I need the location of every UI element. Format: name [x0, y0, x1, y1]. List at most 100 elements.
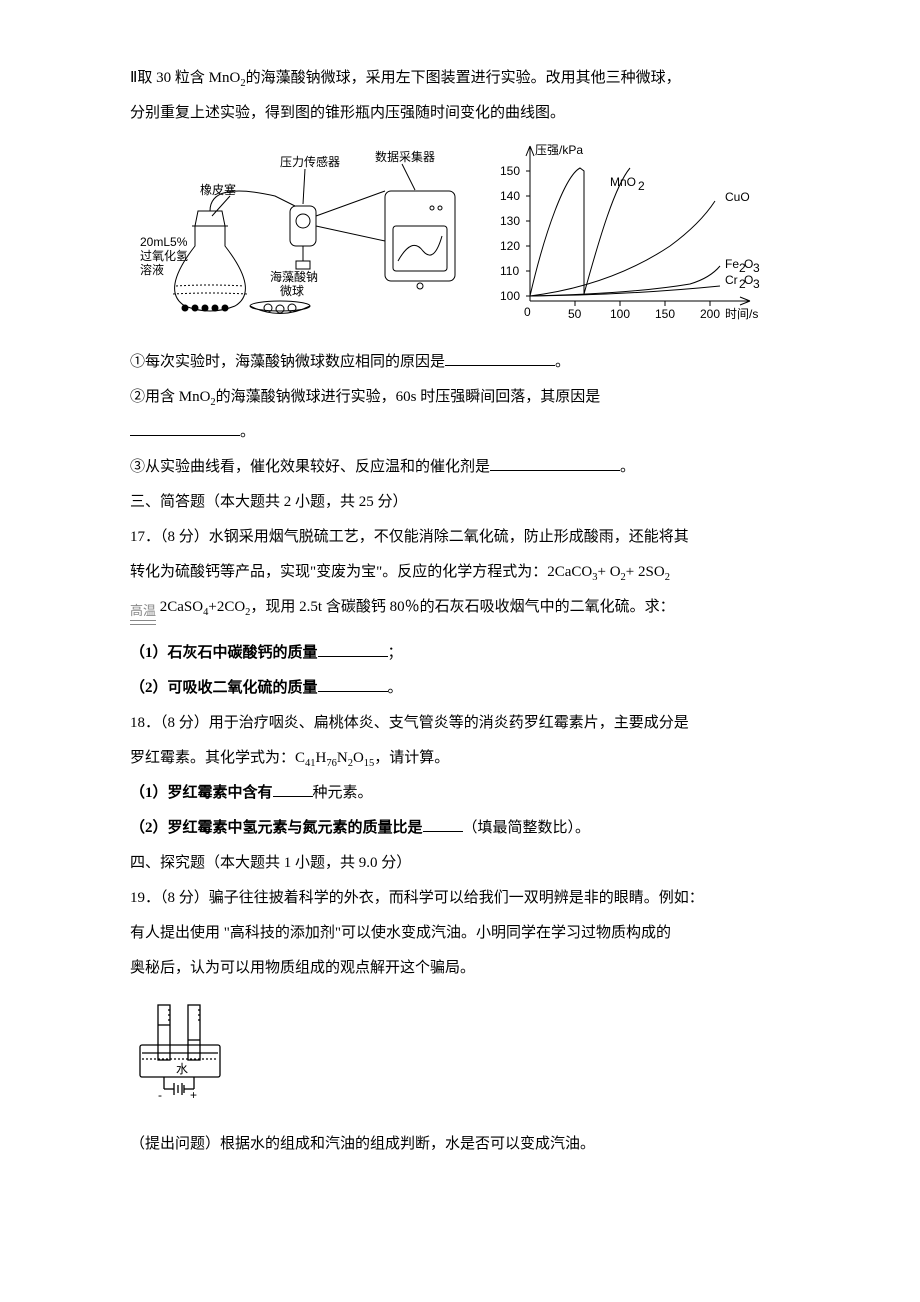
- q18-p2a: （2）罗红霉素中氢元素与氮元素的质量比是: [130, 820, 423, 836]
- label-h2o2-a: 20mL5%: [140, 235, 188, 249]
- electrolysis-figure: - + 水: [130, 995, 790, 1118]
- q2-text-a: ②用含 MnO: [130, 389, 210, 405]
- q17-l3b: +2CO: [208, 599, 245, 615]
- section-4-title: 四、探究题（本大题共 1 小题，共 9.0 分）: [130, 847, 790, 880]
- water-label: 水: [176, 1062, 188, 1076]
- q18-l2: 罗红霉素。其化学式为：C41H76N2O15，请计算。: [130, 742, 790, 775]
- q17-l3: 高温 2CaSO4+2CO2，现用 2.5t 含碳酸钙 80％的石灰石吸收烟气中…: [130, 591, 790, 624]
- q17-p1b: ；: [388, 645, 403, 661]
- q17-l2c: + 2SO: [626, 564, 665, 580]
- x-axis-title: 时间/s: [725, 307, 758, 321]
- svg-text:0: 0: [524, 305, 531, 319]
- q18-p1: （1）罗红霉素中含有 种元素。: [130, 777, 790, 810]
- intro-text-1b: 的海藻酸钠微球，采用左下图装置进行实验。改用其他三种微球，: [246, 70, 681, 86]
- label-bead-a: 海藻酸钠: [270, 269, 318, 284]
- label-collector: 数据采集器: [375, 149, 435, 164]
- q17-l3c: ，现用 2.5t 含碳酸钙 80％的石灰石吸收烟气中的二氧化硫。求：: [250, 599, 674, 615]
- label-pressure-sensor: 压力传感器: [280, 154, 340, 169]
- q3-line: ③从实验曲线看，催化效果较好、反应温和的催化剂是 。: [130, 451, 790, 484]
- q2-text-b: 的海藻酸钠微球进行实验，60s 时压强瞬间回落，其原因是: [216, 389, 601, 405]
- q18-p1-blank[interactable]: [273, 779, 313, 797]
- pressure-chart: 100 110 120 130 140 150 0 50 100 150 200…: [490, 136, 780, 336]
- q18-l2d: O: [353, 750, 364, 766]
- series-cuo: [530, 201, 715, 296]
- q17-p1a: （1）石灰石中碳酸钙的质量: [130, 645, 318, 661]
- y-axis-title: 压强/kPa: [535, 143, 583, 157]
- svg-text:Cr: Cr: [725, 273, 738, 287]
- q17-l2a: 转化为硫酸钙等产品，实现"变废为宝"。反应的化学方程式为：2CaCO: [130, 564, 592, 580]
- q17-l2b: + O: [598, 564, 621, 580]
- q17-p2b: 。: [388, 680, 403, 696]
- svg-text:O: O: [744, 257, 753, 271]
- apparatus-diagram: 压力传感器 数据采集器 橡皮塞 20mL5% 过氧化氢 溶液 海藻酸钠 微球: [140, 136, 470, 336]
- svg-text:50: 50: [568, 307, 582, 321]
- q18-p1a: （1）罗红霉素中含有: [130, 785, 273, 801]
- q17-p1: （1）石灰石中碳酸钙的质量 ；: [130, 637, 790, 670]
- svg-text:3: 3: [753, 261, 760, 275]
- q19-l1: 19．（8 分）骗子往往披着科学的外衣，而科学可以给我们一双明辨是非的眼睛。例如…: [130, 882, 790, 915]
- q18-p2-blank[interactable]: [423, 814, 463, 832]
- q3-text: ③从实验曲线看，催化效果较好、反应温和的催化剂是: [130, 459, 490, 475]
- svg-text:150: 150: [655, 307, 675, 321]
- svg-text:100: 100: [610, 307, 630, 321]
- svg-text:130: 130: [500, 214, 520, 228]
- svg-text:3: 3: [753, 277, 760, 291]
- q18-p1b: 种元素。: [313, 785, 373, 801]
- q1-line: ①每次实验时，海藻酸钠微球数应相同的原因是 。: [130, 346, 790, 379]
- svg-text:2: 2: [638, 179, 645, 193]
- q18-p2: （2）罗红霉素中氢元素与氮元素的质量比是 （填最简整数比）。: [130, 812, 790, 845]
- q18-p2b: （填最简整数比）。: [463, 820, 591, 836]
- y-ticks: 100 110 120 130 140 150: [500, 164, 530, 303]
- intro-line-2: 分别重复上述实验，得到图的锥形瓶内压强随时间变化的曲线图。: [130, 97, 790, 130]
- q19-l3: 奥秘后，认为可以用物质组成的观点解开这个骗局。: [130, 952, 790, 985]
- q18-l2e: ，请计算。: [374, 750, 449, 766]
- svg-text:Fe: Fe: [725, 257, 739, 271]
- label-stopper: 橡皮塞: [200, 182, 236, 197]
- wire-icon: [316, 191, 385, 241]
- q17-l2: 转化为硫酸钙等产品，实现"变废为宝"。反应的化学方程式为：2CaCO3+ O2+…: [130, 556, 790, 589]
- q1-blank[interactable]: [445, 349, 555, 367]
- x-ticks: 0 50 100 150 200: [524, 301, 720, 321]
- q18-l2a: 罗红霉素。其化学式为：C: [130, 750, 305, 766]
- q18-l1: 18．（8 分）用于治疗咽炎、扁桃体炎、支气管炎等的消炎药罗红霉素片，主要成分是: [130, 707, 790, 740]
- label-h2o2-b: 过氧化氢: [140, 248, 188, 263]
- q17-p2a: （2）可吸收二氧化硫的质量: [130, 680, 318, 696]
- intro-line-1: Ⅱ取 30 粒含 MnO2的海藻酸钠微球，采用左下图装置进行实验。改用其他三种微…: [130, 62, 790, 95]
- section-3-title: 三、简答题（本大题共 2 小题，共 25 分）: [130, 486, 790, 519]
- q17-p2-blank[interactable]: [318, 674, 388, 692]
- q2-blank[interactable]: [130, 419, 240, 437]
- svg-text:CuO: CuO: [725, 190, 750, 204]
- svg-text:MnO: MnO: [610, 175, 636, 189]
- svg-text:150: 150: [500, 164, 520, 178]
- svg-text:-: -: [158, 1088, 162, 1102]
- gaowen-icon: 高温: [130, 604, 156, 624]
- data-collector-icon: [385, 191, 455, 289]
- intro-text-1a: Ⅱ取 30 粒含 MnO: [130, 70, 240, 86]
- q3-end: 。: [620, 459, 635, 475]
- svg-text:140: 140: [500, 189, 520, 203]
- label-bead-b: 微球: [280, 284, 304, 298]
- figure-row: 压力传感器 数据采集器 橡皮塞 20mL5% 过氧化氢 溶液 海藻酸钠 微球 1…: [130, 136, 790, 336]
- svg-text:100: 100: [500, 289, 520, 303]
- q17-l3a: 2CaSO: [156, 599, 203, 615]
- q1-end: 。: [555, 354, 570, 370]
- q2-line-b: 。: [130, 416, 790, 449]
- q17-p1-blank[interactable]: [318, 639, 388, 657]
- q1-text: ①每次实验时，海藻酸钠微球数应相同的原因是: [130, 354, 445, 370]
- q17-p2: （2）可吸收二氧化硫的质量 。: [130, 672, 790, 705]
- q2-line-a: ②用含 MnO2的海藻酸钠微球进行实验，60s 时压强瞬间回落，其原因是: [130, 381, 790, 414]
- q3-blank[interactable]: [490, 454, 620, 472]
- svg-text:110: 110: [500, 264, 519, 278]
- pressure-sensor-icon: [290, 206, 316, 269]
- q18-l2b: H: [316, 750, 327, 766]
- final-line: （提出问题）根据水的组成和汽油的组成判断，水是否可以变成汽油。: [130, 1128, 790, 1161]
- label-h2o2-c: 溶液: [140, 262, 164, 277]
- q2-end: 。: [240, 424, 255, 440]
- svg-text:+: +: [190, 1088, 197, 1102]
- q19-l2: 有人提出使用 "高科技的添加剂"可以使水变成汽油。小明同学在学习过物质构成的: [130, 917, 790, 950]
- svg-text:120: 120: [500, 239, 520, 253]
- q18-l2c: N: [337, 750, 348, 766]
- intro-text-2: 分别重复上述实验，得到图的锥形瓶内压强随时间变化的曲线图。: [130, 105, 565, 121]
- svg-text:200: 200: [700, 307, 720, 321]
- bead-dish-icon: [250, 301, 310, 314]
